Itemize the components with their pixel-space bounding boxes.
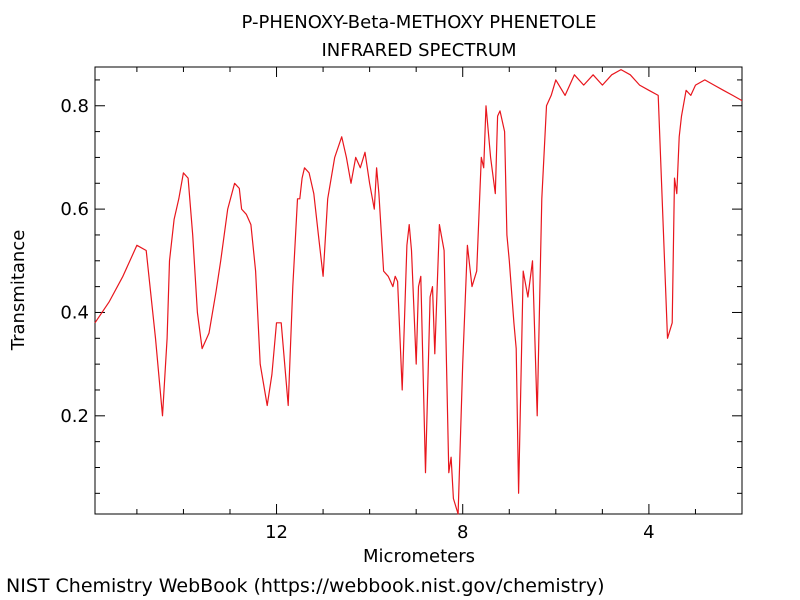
spectrum-line	[94, 69, 743, 515]
axis-tick-labels: 12 8 4 0.2 0.4 0.6 0.8	[60, 96, 654, 543]
chart-title: P-PHENOXY-Beta-METHOXY PHENETOLE	[242, 12, 597, 33]
x-tick-label: 4	[643, 522, 654, 543]
y-tick-label: 0.2	[60, 406, 89, 427]
y-tick-label: 0.4	[60, 302, 89, 323]
y-axis-label: Transmitance	[8, 230, 29, 352]
x-tick-label: 8	[457, 522, 468, 543]
chart-subtitle: INFRARED SPECTRUM	[321, 40, 516, 61]
axis-ticks	[95, 67, 742, 514]
y-tick-label: 0.6	[60, 199, 89, 220]
source-credit: NIST Chemistry WebBook (https://webbook.…	[6, 575, 605, 597]
plot-frame	[94, 66, 743, 515]
x-axis-label: Micrometers	[363, 546, 475, 567]
y-tick-label: 0.8	[60, 96, 89, 117]
x-tick-label: 12	[265, 522, 288, 543]
